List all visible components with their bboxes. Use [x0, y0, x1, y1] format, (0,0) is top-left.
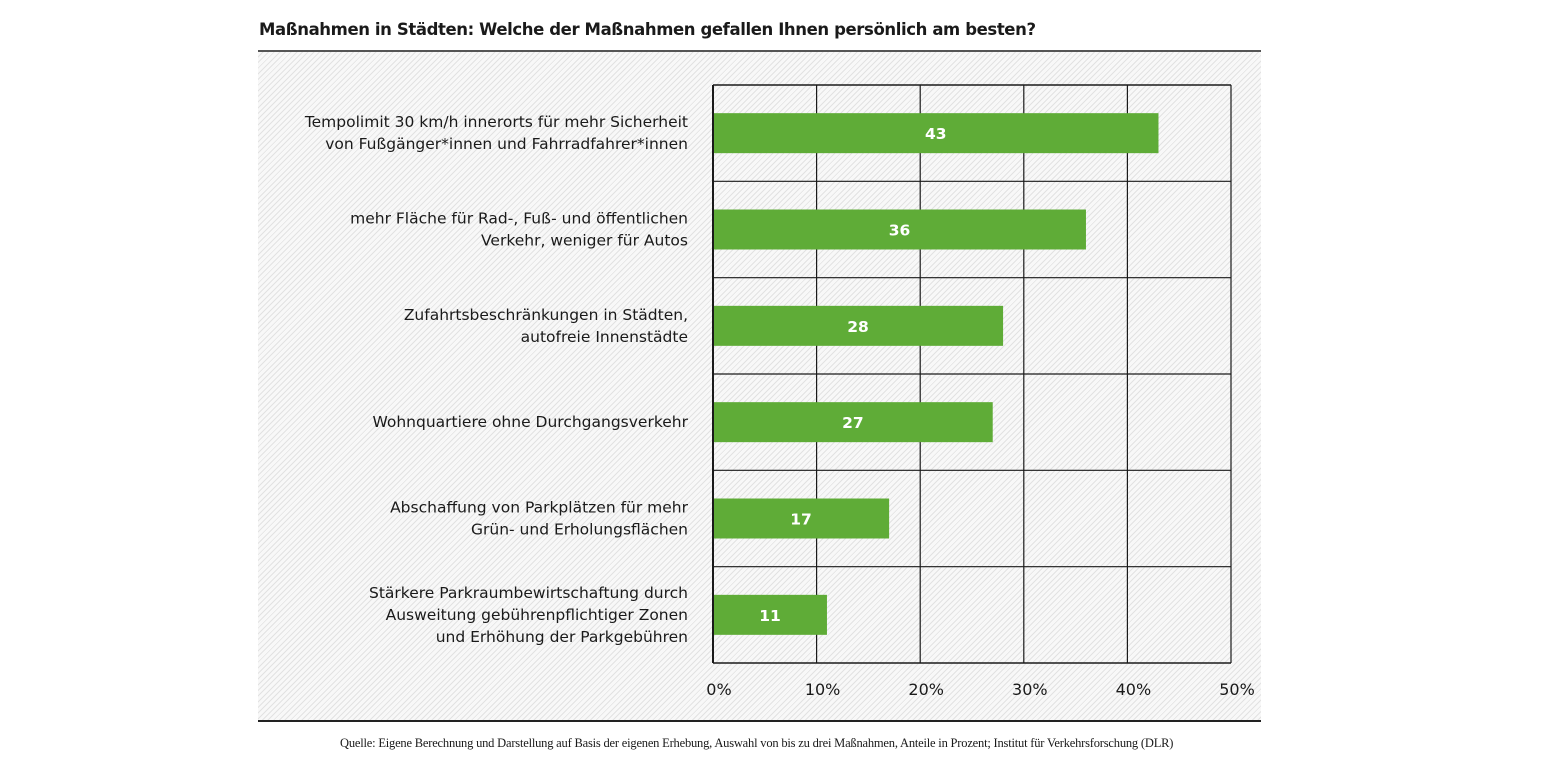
- x-tick-label: 10%: [805, 680, 841, 699]
- category-label: Stärkere Parkraumbewirtschaftung durch: [369, 584, 688, 602]
- x-tick-label: 0%: [706, 680, 731, 699]
- bar-value-label: 36: [889, 222, 911, 240]
- bar: [714, 305, 1004, 346]
- category-label: autofreie Innenstädte: [521, 328, 688, 346]
- category-label: von Fußgänger*innen und Fahrradfahrer*in…: [325, 135, 688, 153]
- category-label: Wohnquartiere ohne Durchgangsverkehr: [372, 413, 688, 431]
- bar-value-label: 17: [790, 511, 812, 529]
- x-tick-label: 20%: [908, 680, 944, 699]
- bar-value-label: 28: [847, 318, 869, 336]
- bar-value-label: 27: [842, 414, 864, 432]
- category-label: Abschaffung von Parkplätzen für mehr: [390, 499, 689, 517]
- bar-value-label: 11: [759, 607, 781, 625]
- category-label: Ausweitung gebührenpflichtiger Zonen: [386, 606, 688, 624]
- x-tick-label: 30%: [1012, 680, 1048, 699]
- top-rule: [258, 50, 1261, 52]
- chart-background-panel: [258, 52, 1261, 720]
- bottom-rule: [258, 720, 1261, 722]
- chart-title: Maßnahmen in Städten: Welche der Maßnahm…: [259, 20, 1036, 39]
- bar: [714, 498, 890, 539]
- x-axis-tick-labels: 0% 10% 20% 30% 40% 50%: [706, 680, 1254, 699]
- bar: [714, 594, 827, 635]
- category-labels: Tempolimit 30 km/h innerorts für mehr Si…: [304, 113, 689, 646]
- x-tick-label: 40%: [1116, 680, 1152, 699]
- x-tick-label: 50%: [1219, 680, 1255, 699]
- grid: [712, 84, 1232, 664]
- category-label: Verkehr, weniger für Autos: [481, 232, 688, 250]
- bar: [714, 209, 1086, 250]
- bar: [714, 113, 1159, 154]
- category-label: mehr Fläche für Rad-, Fuß- und öffentlic…: [350, 210, 688, 228]
- bar: [714, 402, 993, 443]
- category-label: Grün- und Erholungsflächen: [471, 521, 688, 539]
- category-label: Tempolimit 30 km/h innerorts für mehr Si…: [304, 113, 688, 131]
- bars: 43 36 28 27 17 11: [714, 113, 1159, 635]
- source-note: Quelle: Eigene Berechnung und Darstellun…: [340, 736, 1174, 750]
- bar-value-label: 43: [925, 125, 947, 143]
- category-label: Zufahrtsbeschränkungen in Städten,: [404, 306, 688, 324]
- category-label: und Erhöhung der Parkgebühren: [436, 628, 688, 646]
